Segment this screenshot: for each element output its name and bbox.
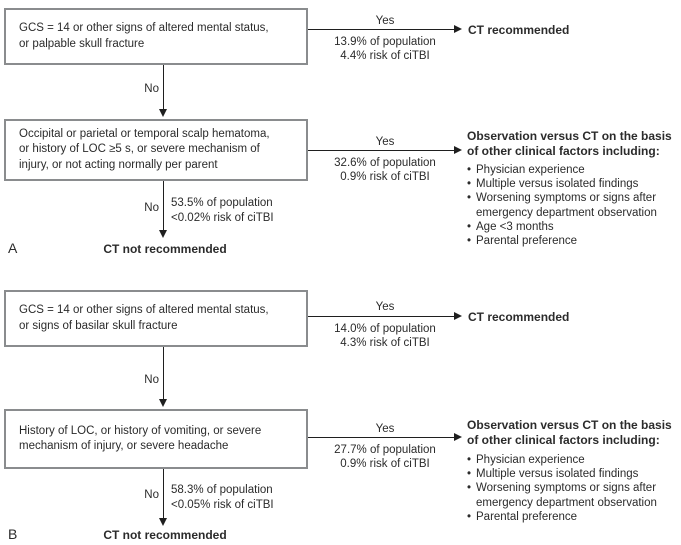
observation-heading-line: Observation versus CT on the basis (467, 129, 672, 143)
arrowhead-down-icon (159, 518, 168, 526)
panel-b-no-arrow-1 (159, 347, 168, 407)
panel-b-no-arrow-2 (159, 469, 168, 526)
outcome-ct-not-recommended: CT not recommended (103, 242, 227, 256)
bullet-text: Multiple versus isolated findings (476, 468, 639, 481)
yes-arrow-stats: 14.0% of population 4.3% risk of ciTBI (308, 322, 462, 350)
bullet-icon: • (467, 235, 472, 248)
panel-a-decision-box-2: Occipital or parietal or temporal scalp … (4, 119, 308, 181)
population-stat: 14.0% of population (334, 323, 436, 335)
panel-b-decision-box-1: GCS = 14 or other signs of altered menta… (4, 290, 308, 347)
bullet-icon: • (467, 192, 472, 205)
bullet-text: Physician experience (476, 164, 585, 176)
no-arrow-stats: 58.3% of population <0.05% risk of ciTBI (171, 483, 274, 512)
outcome-ct-recommended: CT recommended (468, 23, 570, 37)
arrowhead-down-icon (159, 230, 168, 238)
risk-stat: 0.9% risk of ciTBI (340, 171, 430, 183)
bullet-icon: • (467, 164, 472, 176)
bullet-icon: • (467, 510, 472, 523)
bullet-text: Worsening symptoms or signs after emerge… (476, 482, 657, 509)
yes-arrow-stats: 13.9% of population 4.4% risk of ciTBI (308, 35, 462, 63)
decision-box-text-line: mechanism of injury, or severe headache (19, 440, 229, 452)
arrowhead-down-icon (159, 109, 168, 117)
risk-stat: <0.05% risk of ciTBI (171, 498, 274, 511)
observation-heading: Observation versus CT on the basis of ot… (467, 418, 672, 448)
panel-a-yes-arrow-2 (308, 146, 462, 155)
no-label: No (144, 202, 159, 214)
no-label: No (144, 374, 159, 386)
bullet-text: Worsening symptoms or signs after emerge… (476, 192, 657, 219)
observation-bullet-item: • Parental preference (467, 510, 674, 524)
risk-stat: 4.3% risk of ciTBI (340, 337, 430, 349)
risk-stat: 0.9% risk of ciTBI (340, 458, 430, 470)
panel-b-yes-arrow-2 (308, 433, 462, 442)
decision-box-text-line: History of LOC, or history of vomiting, … (19, 424, 262, 437)
decision-box-text-line: injury, or not acting normally per paren… (19, 158, 218, 171)
no-arrow-stats: 53.5% of population <0.02% risk of ciTBI (171, 196, 274, 225)
panel-label-b: B (8, 526, 18, 542)
arrowhead-right-icon (454, 433, 462, 442)
arrowhead-right-icon (454, 312, 462, 321)
decision-box-text-line: GCS = 14 or other signs of altered menta… (19, 304, 269, 316)
arrowhead-right-icon (454, 146, 462, 155)
yes-arrow-stats: 27.7% of population 0.9% risk of ciTBI (308, 443, 462, 471)
yes-label: Yes (375, 423, 395, 435)
panel-b-decision-box-2: History of LOC, or history of vomiting, … (4, 409, 308, 469)
decision-box-text-line: or history of LOC ≥5 s, or severe mechan… (19, 143, 260, 156)
observation-bullet-list: • Physician experience • Multiple versus… (467, 163, 674, 248)
bullet-text: Physician experience (476, 454, 585, 466)
risk-stat: <0.02% risk of ciTBI (171, 211, 274, 224)
observation-heading-line: Observation versus CT on the basis (467, 418, 672, 432)
decision-box-text-line: GCS = 14 or other signs of altered menta… (19, 22, 269, 34)
observation-bullet-item: • Physician experience (467, 163, 674, 177)
panel-a-decision-box-1: GCS = 14 or other signs of altered menta… (4, 8, 308, 65)
panel-b-yes-arrow-1 (308, 312, 462, 321)
bullet-icon: • (467, 220, 472, 233)
bullet-text: Parental preference (476, 510, 578, 523)
decision-box-text-line: or signs of basilar skull fracture (19, 319, 178, 332)
bullet-icon: • (467, 482, 472, 495)
risk-stat: 4.4% risk of ciTBI (340, 50, 430, 62)
observation-bullet-item: • Age <3 months (467, 220, 674, 234)
population-stat: 27.7% of population (334, 444, 436, 456)
observation-bullet-item: • Parental preference (467, 234, 674, 248)
yes-label: Yes (375, 301, 395, 313)
bullet-text: Age <3 months (476, 220, 554, 233)
observation-heading: Observation versus CT on the basis of ot… (467, 129, 672, 159)
observation-heading-line: of other clinical factors including: (467, 144, 660, 158)
outcome-ct-not-recommended: CT not recommended (103, 528, 227, 542)
panel-a-no-arrow-2 (159, 181, 168, 238)
observation-bullet-item: • Physician experience (467, 453, 674, 467)
decision-box-text-line: or palpable skull fracture (19, 37, 145, 50)
observation-bullet-list: • Physician experience • Multiple versus… (467, 453, 674, 524)
panel-label-a: A (8, 240, 18, 256)
observation-bullet-item: • Worsening symptoms or signs after emer… (467, 481, 674, 509)
yes-arrow-stats: 32.6% of population 0.9% risk of ciTBI (308, 156, 462, 184)
no-label: No (144, 489, 159, 501)
bullet-text: Multiple versus isolated findings (476, 178, 639, 191)
bullet-text: Parental preference (476, 235, 578, 248)
yes-label: Yes (375, 15, 395, 27)
bullet-icon: • (467, 178, 472, 191)
panel-a-no-arrow-1 (159, 65, 168, 117)
observation-bullet-item: • Multiple versus isolated findings (467, 467, 674, 481)
bullet-icon: • (467, 468, 472, 481)
observation-bullet-item: • Worsening symptoms or signs after emer… (467, 191, 674, 219)
panel-a-yes-arrow-1 (308, 25, 462, 34)
arrowhead-right-icon (454, 25, 462, 34)
arrowhead-down-icon (159, 399, 168, 407)
decision-box-text-line: Occipital or parietal or temporal scalp … (19, 127, 270, 140)
no-label: No (144, 83, 159, 95)
population-stat: 53.5% of population (171, 197, 273, 209)
population-stat: 13.9% of population (334, 36, 436, 48)
bullet-icon: • (467, 454, 472, 466)
yes-label: Yes (375, 136, 395, 148)
observation-bullet-item: • Multiple versus isolated findings (467, 177, 674, 191)
population-stat: 32.6% of population (334, 157, 436, 169)
population-stat: 58.3% of population (171, 484, 273, 496)
observation-heading-line: of other clinical factors including: (467, 433, 660, 447)
outcome-ct-recommended: CT recommended (468, 310, 570, 324)
